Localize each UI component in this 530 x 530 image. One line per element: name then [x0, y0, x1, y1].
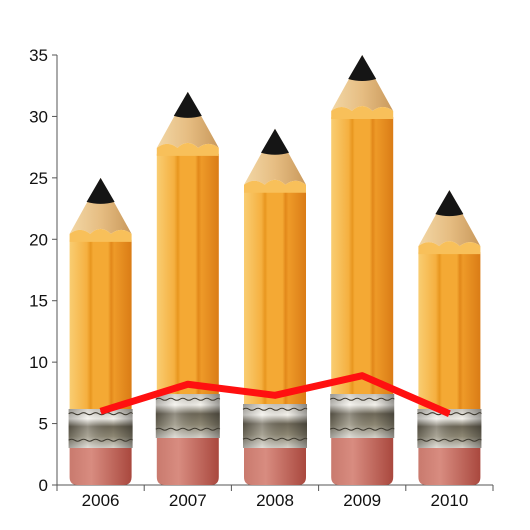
pencil-bar: [68, 177, 134, 485]
ferrule-ridge: [329, 427, 395, 431]
pencil-wood: [156, 91, 219, 148]
y-tick-label: 30: [29, 107, 48, 126]
axis-layer: [52, 54, 494, 491]
pencil-layer: [68, 55, 482, 485]
label-layer: 0 5 10 15 20 25 30 35 2006 2007 2008 2009 2010: [29, 46, 468, 510]
x-tick-label: 2010: [430, 491, 468, 510]
line-point: [100, 410, 102, 412]
pencil-body: [331, 117, 394, 394]
pencil-scallop: [244, 179, 306, 193]
x-tick-label: 2008: [256, 491, 294, 510]
ferrule-ridge: [155, 397, 221, 401]
pencil-bar: [417, 190, 482, 485]
pencil-bar: [242, 128, 308, 485]
pencil-lead: [86, 177, 115, 204]
line-point: [448, 413, 450, 415]
pencil-scallop: [156, 142, 219, 156]
pencil-ferrule-shade: [155, 394, 220, 438]
pencil-wood: [331, 55, 394, 111]
y-tick-label: 5: [39, 415, 48, 434]
ferrule-ridge: [242, 437, 308, 441]
x-tick-label: 2006: [82, 491, 120, 510]
line-point: [187, 383, 189, 385]
y-tick-label: 20: [29, 230, 48, 249]
x-tick-label: 2007: [169, 491, 207, 510]
pencil-lead: [435, 190, 464, 217]
pencil-wood: [244, 128, 306, 185]
line-point: [274, 394, 276, 396]
pencil-scallop: [331, 106, 394, 119]
ferrule-ridge: [68, 438, 134, 442]
ferrule-ridge: [417, 438, 482, 442]
pencil-ferrule-shade: [243, 404, 307, 448]
ferrule-ridge: [242, 407, 308, 411]
pencil-eraser: [69, 448, 132, 485]
ferrule-ridge: [68, 412, 134, 416]
pencil-lead: [261, 128, 289, 155]
pencil-body: [418, 252, 481, 409]
ferrule-ridge: [329, 397, 395, 401]
y-tick-label: 35: [29, 46, 48, 65]
ferrule-ridge: [155, 427, 221, 431]
pencil-eraser: [156, 438, 219, 485]
pencil-eraser: [418, 448, 481, 485]
pencil-eraser: [244, 448, 306, 485]
y-tick-label: 25: [29, 169, 48, 188]
pencil-lead: [173, 91, 202, 118]
pencil-scallop: [418, 241, 481, 255]
pencil-bar: [329, 55, 395, 485]
pencil-body: [156, 153, 219, 394]
pencil-lead: [348, 55, 377, 81]
pencil-wood: [418, 190, 481, 247]
pencil-wood: [69, 177, 132, 234]
line-layer: [99, 372, 451, 417]
line-point: [361, 375, 363, 377]
y-tick-label: 15: [29, 292, 48, 311]
pencil-body: [69, 239, 132, 409]
pencil-bar: [155, 91, 221, 485]
pencil-ferrule-shade: [330, 394, 395, 438]
ferrule-ridge: [417, 412, 482, 416]
x-tick-label: 2009: [343, 491, 381, 510]
y-tick-label: 0: [39, 476, 48, 495]
pencil-eraser: [331, 438, 394, 485]
pencil-scallop: [69, 228, 132, 242]
pencil-body: [244, 190, 306, 404]
y-tick-label: 10: [29, 353, 48, 372]
